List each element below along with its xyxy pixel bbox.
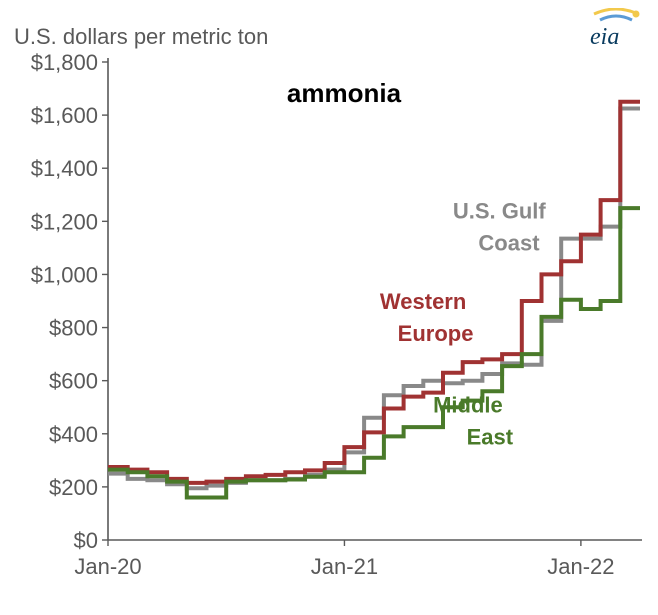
x-tick-label: Jan-20: [74, 554, 141, 579]
series-label-western_europe-2: Europe: [398, 321, 474, 346]
y-tick-label: $400: [49, 422, 98, 447]
y-tick-label: $0: [74, 528, 98, 553]
x-tick-label: Jan-21: [311, 554, 378, 579]
series-label-middle_east-2: East: [467, 424, 514, 449]
y-tick-label: $800: [49, 316, 98, 341]
chart-title: ammonia: [287, 78, 402, 108]
y-tick-label: $1,400: [31, 156, 98, 181]
series-label-western_europe: Western: [380, 289, 466, 314]
y-axis-title: U.S. dollars per metric ton: [14, 24, 268, 49]
chart-container: eia U.S. dollars per metric ton $0 $200 $40…: [0, 0, 658, 615]
eia-logo: eia: [586, 8, 646, 48]
series-label-us_gulf_coast: U.S. Gulf: [453, 199, 547, 224]
series-label-middle_east: Middle: [433, 393, 503, 418]
y-tick-label: $1,800: [31, 50, 98, 75]
y-tick-label: $1,200: [31, 209, 98, 234]
y-tick-label: $1,000: [31, 262, 98, 287]
y-tick-label: $1,600: [31, 103, 98, 128]
y-tick-label: $200: [49, 475, 98, 500]
y-tick-label: $600: [49, 369, 98, 394]
ammonia-price-chart: U.S. dollars per metric ton $0 $200 $400 $60…: [0, 0, 658, 615]
eia-logo-text: eia: [590, 24, 619, 48]
series-label-us_gulf_coast-2: Coast: [478, 231, 540, 256]
x-tick-label: Jan-22: [547, 554, 614, 579]
